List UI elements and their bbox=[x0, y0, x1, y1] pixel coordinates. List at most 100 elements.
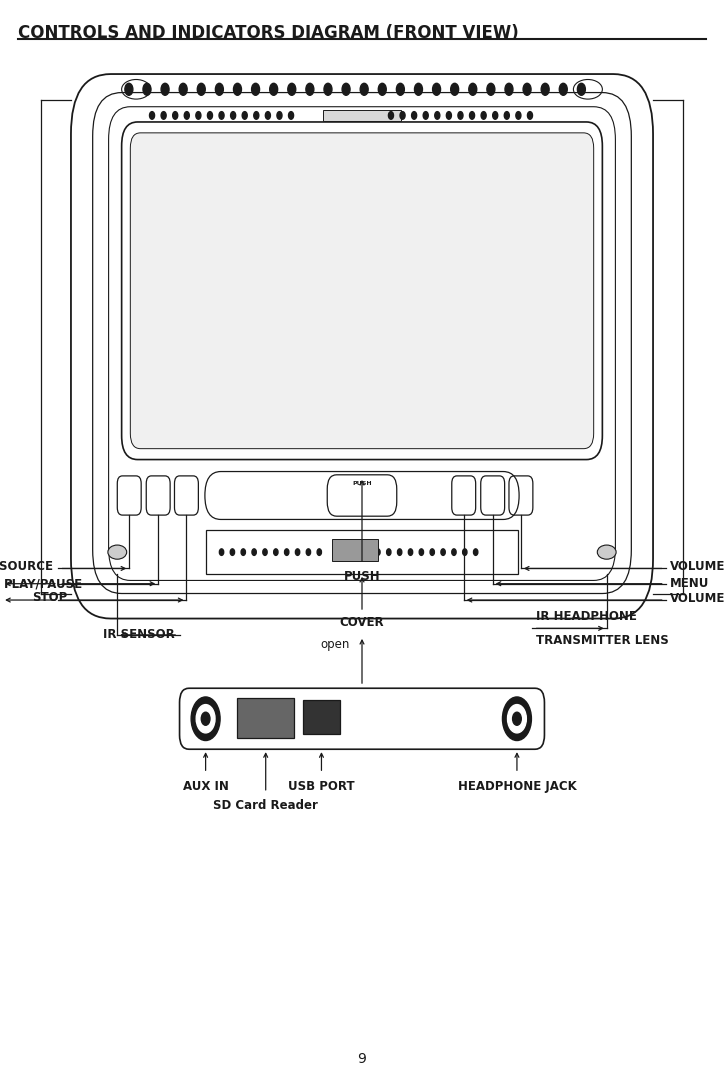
Circle shape bbox=[324, 84, 332, 96]
Circle shape bbox=[446, 111, 452, 120]
Text: PUSH: PUSH bbox=[352, 481, 372, 487]
Bar bbox=[303, 700, 340, 734]
Text: CONTROLS AND INDICATORS DIAGRAM (FRONT VIEW): CONTROLS AND INDICATORS DIAGRAM (FRONT V… bbox=[18, 24, 519, 42]
Circle shape bbox=[400, 111, 405, 120]
Circle shape bbox=[515, 111, 521, 120]
Circle shape bbox=[306, 549, 311, 555]
Circle shape bbox=[502, 697, 531, 741]
Circle shape bbox=[387, 549, 391, 555]
Circle shape bbox=[492, 111, 498, 120]
Circle shape bbox=[252, 84, 259, 96]
Circle shape bbox=[295, 549, 300, 555]
Circle shape bbox=[196, 705, 215, 733]
Circle shape bbox=[560, 84, 568, 96]
Circle shape bbox=[505, 111, 510, 120]
Circle shape bbox=[219, 111, 224, 120]
Circle shape bbox=[513, 712, 521, 725]
Circle shape bbox=[434, 111, 440, 120]
Circle shape bbox=[288, 111, 294, 120]
Text: PLAY/PAUSE: PLAY/PAUSE bbox=[4, 577, 83, 590]
Circle shape bbox=[361, 84, 369, 96]
Circle shape bbox=[269, 84, 278, 96]
Text: TRANSMITTER LENS: TRANSMITTER LENS bbox=[536, 634, 668, 647]
Circle shape bbox=[542, 84, 549, 96]
Circle shape bbox=[242, 111, 247, 120]
Circle shape bbox=[274, 549, 278, 555]
Circle shape bbox=[578, 84, 585, 96]
Circle shape bbox=[125, 84, 132, 96]
Circle shape bbox=[481, 111, 487, 120]
Circle shape bbox=[487, 84, 495, 96]
Circle shape bbox=[161, 84, 169, 96]
Text: VOLUME+/NEXT: VOLUME+/NEXT bbox=[670, 560, 724, 573]
Circle shape bbox=[149, 111, 154, 120]
Circle shape bbox=[414, 84, 423, 96]
Circle shape bbox=[376, 549, 380, 555]
Text: STOP: STOP bbox=[32, 591, 67, 604]
Circle shape bbox=[233, 84, 242, 96]
Circle shape bbox=[411, 111, 417, 120]
Text: MENU: MENU bbox=[670, 577, 709, 590]
Text: USB PORT: USB PORT bbox=[288, 780, 355, 793]
Text: POWER/SOURCE: POWER/SOURCE bbox=[0, 560, 54, 573]
Bar bbox=[332, 539, 378, 561]
Circle shape bbox=[143, 84, 151, 96]
Circle shape bbox=[253, 111, 259, 120]
Circle shape bbox=[505, 84, 513, 96]
Circle shape bbox=[317, 549, 321, 555]
Circle shape bbox=[263, 549, 267, 555]
Ellipse shape bbox=[597, 546, 616, 560]
Circle shape bbox=[277, 111, 282, 120]
Circle shape bbox=[230, 111, 236, 120]
Circle shape bbox=[207, 111, 212, 120]
Circle shape bbox=[419, 549, 424, 555]
Circle shape bbox=[473, 549, 478, 555]
Bar bbox=[323, 110, 401, 121]
Circle shape bbox=[201, 712, 210, 725]
Circle shape bbox=[265, 111, 270, 120]
Circle shape bbox=[191, 697, 220, 741]
Circle shape bbox=[432, 84, 440, 96]
Circle shape bbox=[397, 549, 402, 555]
Circle shape bbox=[508, 705, 526, 733]
Text: SD Card Reader: SD Card Reader bbox=[214, 799, 318, 812]
Circle shape bbox=[469, 111, 475, 120]
Circle shape bbox=[184, 111, 189, 120]
Text: AUX IN: AUX IN bbox=[182, 780, 229, 793]
Circle shape bbox=[287, 84, 296, 96]
Circle shape bbox=[450, 84, 459, 96]
Circle shape bbox=[408, 549, 413, 555]
Text: PUSH: PUSH bbox=[344, 570, 380, 583]
Circle shape bbox=[172, 111, 177, 120]
Circle shape bbox=[463, 549, 467, 555]
Circle shape bbox=[458, 111, 463, 120]
Circle shape bbox=[306, 84, 314, 96]
Circle shape bbox=[285, 549, 289, 555]
Circle shape bbox=[216, 84, 223, 96]
Text: 9: 9 bbox=[358, 1052, 366, 1065]
Circle shape bbox=[389, 111, 394, 120]
Bar bbox=[237, 698, 294, 738]
Circle shape bbox=[180, 84, 187, 96]
Circle shape bbox=[219, 549, 224, 555]
Circle shape bbox=[452, 549, 456, 555]
Circle shape bbox=[197, 84, 206, 96]
Text: HEADPHONE JACK: HEADPHONE JACK bbox=[458, 780, 576, 793]
Text: IR SENSOR: IR SENSOR bbox=[104, 628, 175, 641]
Circle shape bbox=[423, 111, 429, 120]
Circle shape bbox=[252, 549, 256, 555]
Circle shape bbox=[430, 549, 434, 555]
Circle shape bbox=[161, 111, 166, 120]
Circle shape bbox=[527, 111, 532, 120]
Circle shape bbox=[195, 111, 201, 120]
Text: open: open bbox=[320, 638, 350, 651]
FancyBboxPatch shape bbox=[130, 133, 594, 449]
Circle shape bbox=[469, 84, 476, 96]
Ellipse shape bbox=[108, 546, 127, 560]
Text: VOLUME−/PREVIOUS: VOLUME−/PREVIOUS bbox=[670, 591, 724, 604]
Circle shape bbox=[230, 549, 235, 555]
Circle shape bbox=[523, 84, 531, 96]
Circle shape bbox=[378, 84, 387, 96]
Circle shape bbox=[241, 549, 245, 555]
Text: IR HEADPHONE: IR HEADPHONE bbox=[536, 610, 636, 623]
